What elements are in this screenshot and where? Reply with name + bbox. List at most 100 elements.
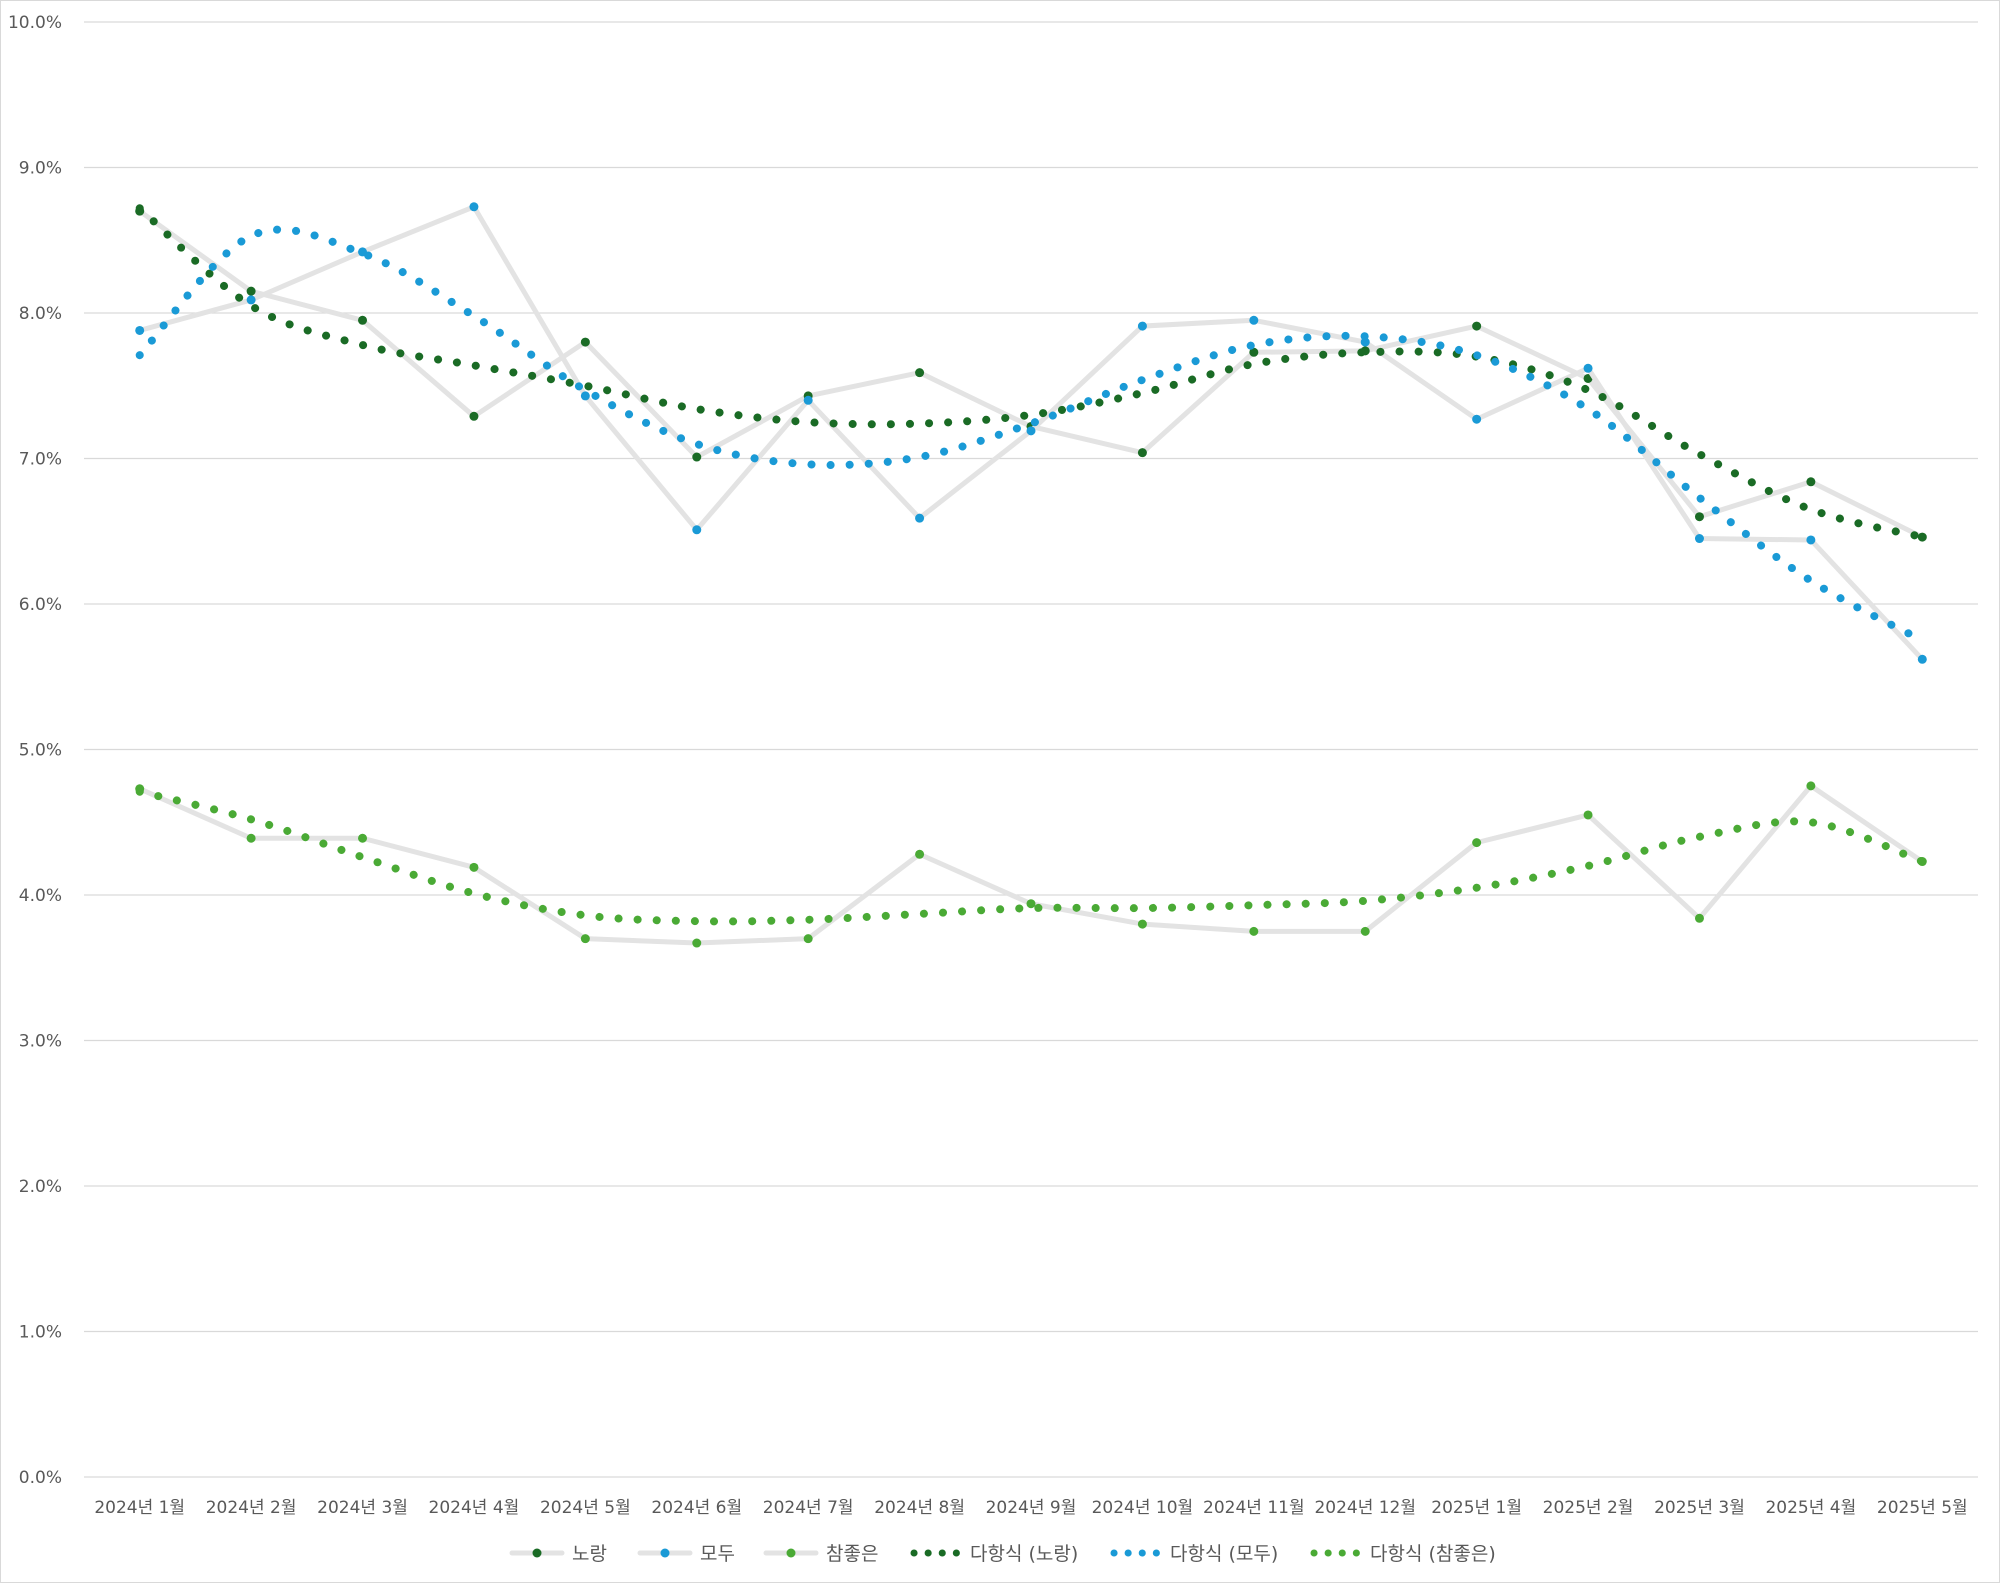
- data-point: [1694, 913, 1704, 923]
- x-tick-label: 2024년 2월: [206, 1498, 297, 1518]
- y-tick-label: 10.0%: [8, 13, 62, 33]
- legend-label: 모두: [700, 1543, 735, 1565]
- data-point: [580, 337, 590, 347]
- data-point: [1472, 414, 1482, 424]
- data-point: [1917, 654, 1927, 664]
- data-point: [692, 938, 702, 948]
- legend-label: 다항식 (노랑): [970, 1543, 1078, 1565]
- series-3: [135, 204, 1927, 542]
- y-tick-label: 7.0%: [19, 450, 62, 470]
- x-tick-label: 2024년 1월: [94, 1498, 185, 1518]
- data-point: [1249, 926, 1259, 936]
- data-point: [246, 295, 256, 305]
- data-point: [1026, 899, 1036, 909]
- y-tick-label: 0.0%: [19, 1468, 62, 1488]
- data-point: [1583, 363, 1593, 373]
- legend-item-2: 참좋은: [763, 1543, 878, 1565]
- x-tick-label: 2024년 4월: [429, 1498, 520, 1518]
- data-point: [358, 833, 368, 843]
- data-point: [469, 202, 479, 212]
- y-tick-label: 6.0%: [19, 595, 62, 615]
- series-2: [135, 781, 1927, 948]
- series-0: [135, 206, 1927, 542]
- legend-label: 노랑: [572, 1543, 607, 1565]
- y-tick-label: 5.0%: [19, 741, 62, 761]
- data-point: [1806, 781, 1816, 791]
- x-tick-label: 2025년 4월: [1765, 1498, 1856, 1518]
- y-tick-label: 1.0%: [19, 1323, 62, 1343]
- x-tick-label: 2024년 10월: [1092, 1498, 1194, 1518]
- legend-item-1: 모두: [637, 1543, 735, 1565]
- y-tick-label: 2.0%: [19, 1177, 62, 1197]
- legend-swatch-marker: [660, 1548, 670, 1558]
- legend-label: 참좋은: [826, 1543, 878, 1565]
- legend-item-5: 다항식 (참좋은): [1310, 1543, 1496, 1565]
- x-tick-label: 2024년 6월: [651, 1498, 742, 1518]
- x-tick-label: 2025년 1월: [1431, 1498, 1522, 1518]
- data-point: [1137, 448, 1147, 458]
- data-point: [915, 513, 925, 523]
- legend-swatch-marker: [786, 1548, 796, 1558]
- y-tick-label: 3.0%: [19, 1032, 62, 1052]
- data-point: [246, 833, 256, 843]
- legend-item-0: 노랑: [509, 1543, 607, 1565]
- y-tick-label: 8.0%: [19, 304, 62, 324]
- series-line: [137, 208, 1925, 540]
- x-tick-label: 2024년 8월: [874, 1498, 965, 1518]
- x-tick-label: 2025년 5월: [1877, 1498, 1968, 1518]
- y-tick-label: 4.0%: [19, 886, 62, 906]
- data-point: [1026, 426, 1036, 436]
- data-point: [803, 934, 813, 944]
- data-point: [692, 452, 702, 462]
- x-tick-label: 2024년 11월: [1203, 1498, 1305, 1518]
- legend-label: 다항식 (모두): [1170, 1543, 1278, 1565]
- legend-item-3: 다항식 (노랑): [910, 1543, 1078, 1565]
- x-tick-label: 2024년 5월: [540, 1498, 631, 1518]
- x-axis: 2024년 1월 2024년 2월 2024년 3월 2024년 4월 2024년 5월…: [94, 1498, 1967, 1518]
- data-point: [1137, 919, 1147, 929]
- data-point: [580, 934, 590, 944]
- data-point: [803, 395, 813, 405]
- data-point: [1137, 321, 1147, 331]
- data-point: [1472, 321, 1482, 331]
- legend-label: 다항식 (참좋은): [1370, 1543, 1496, 1565]
- data-point: [1583, 810, 1593, 820]
- data-point: [1360, 926, 1370, 936]
- y-tick-label: 9.0%: [19, 159, 62, 179]
- x-tick-label: 2025년 2월: [1543, 1498, 1634, 1518]
- data-point: [246, 286, 256, 296]
- data-point: [1472, 838, 1482, 848]
- data-point: [1694, 512, 1704, 522]
- trendline: [135, 204, 1927, 542]
- data-point: [358, 315, 368, 325]
- x-tick-label: 2025년 3월: [1654, 1498, 1745, 1518]
- data-point: [1917, 532, 1927, 542]
- legend-swatch-marker: [532, 1548, 542, 1558]
- data-point: [1249, 347, 1259, 357]
- gridlines: [84, 21, 1978, 1478]
- x-tick-label: 2024년 7월: [763, 1498, 854, 1518]
- x-tick-label: 2024년 3월: [317, 1498, 408, 1518]
- data-point: [692, 525, 702, 535]
- series-line: [137, 783, 1925, 946]
- data-point: [1694, 534, 1704, 544]
- data-point: [1806, 477, 1816, 487]
- data-point: [1249, 315, 1259, 325]
- trendline: [135, 225, 1927, 645]
- data-point: [1806, 535, 1816, 545]
- data-point: [915, 849, 925, 859]
- data-point: [915, 368, 925, 378]
- legend-item-4: 다항식 (모두): [1110, 1543, 1278, 1565]
- data-point: [469, 862, 479, 872]
- y-axis: 0.0% 1.0% 2.0% 3.0% 4.0% 5.0% 6.0% 7.0% 8.0% 9.0%…: [8, 13, 62, 1488]
- x-tick-label: 2024년 12월: [1314, 1498, 1416, 1518]
- series-4: [135, 225, 1927, 645]
- legend: 노랑 모두 참좋은 다항식 (노랑) 다항식 (모두) 다항식 (참좋은): [509, 1543, 1496, 1565]
- x-tick-label: 2024년 9월: [986, 1498, 1077, 1518]
- series-layer: [135, 202, 1927, 948]
- series-1: [135, 202, 1927, 664]
- data-point: [135, 325, 145, 335]
- data-point: [469, 411, 479, 421]
- data-point: [580, 391, 590, 401]
